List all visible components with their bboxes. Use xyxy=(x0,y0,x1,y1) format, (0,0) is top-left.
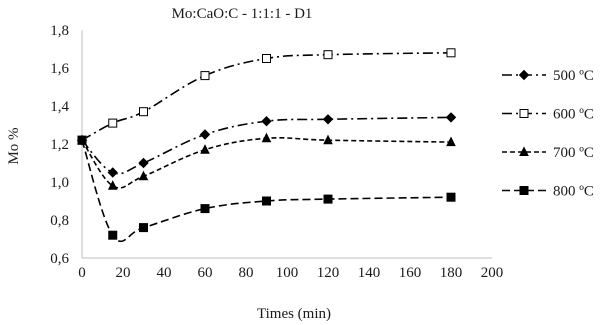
data-point xyxy=(200,204,210,214)
data-point xyxy=(261,115,272,127)
chart-title: Mo:CaO:C - 1:1:1 - D1 xyxy=(172,6,313,22)
data-point xyxy=(446,48,456,58)
legend-label: 500 ºC xyxy=(553,68,594,84)
x-tick-label: 20 xyxy=(116,265,131,281)
legend-label: 700 ºC xyxy=(553,145,594,161)
series-lines xyxy=(81,52,452,243)
x-tick-label: 100 xyxy=(276,265,299,281)
data-point xyxy=(107,180,118,190)
data-point xyxy=(262,196,271,206)
data-point xyxy=(108,230,118,240)
legend-item: 600 ºC xyxy=(502,107,594,123)
x-tick-label: 40 xyxy=(157,265,172,281)
data-point xyxy=(107,167,118,178)
data-point xyxy=(446,136,456,147)
data-point xyxy=(322,114,334,125)
x-tick-label: 60 xyxy=(198,265,213,281)
series-markers-4 xyxy=(77,135,456,240)
series-line-2 xyxy=(81,52,452,141)
y-tick-label: 0,8 xyxy=(50,213,69,229)
y-tick-label: 1,4 xyxy=(50,99,69,115)
data-point xyxy=(200,71,210,81)
y-tick-label: 1,2 xyxy=(50,137,69,153)
y-axis-label: Mo % xyxy=(6,127,22,164)
data-point xyxy=(77,135,87,145)
y-tick-label: 1,0 xyxy=(50,175,69,191)
data-point xyxy=(138,157,149,169)
x-tick-label: 120 xyxy=(317,265,340,281)
x-tick-label: 140 xyxy=(358,265,381,281)
data-point xyxy=(139,223,148,233)
x-axis-label: Times (min) xyxy=(257,306,331,322)
data-point xyxy=(445,112,457,123)
legend-marker xyxy=(519,109,529,118)
x-tick-label: 80 xyxy=(239,265,254,281)
x-tick-label: 0 xyxy=(78,265,86,281)
y-tick-labels: 0,6 0,8 1,0 1,2 1,4 1,6 1,8 xyxy=(50,23,69,267)
x-tick-label: 200 xyxy=(481,265,504,281)
legend-label: 800 ºC xyxy=(553,184,594,200)
data-point xyxy=(139,107,148,117)
legend-item: 700 ºC xyxy=(502,145,594,161)
data-point xyxy=(446,192,456,202)
data-point xyxy=(323,134,333,145)
y-tick-label: 0,6 xyxy=(50,251,69,267)
series-markers-3 xyxy=(77,132,456,190)
data-point xyxy=(138,170,149,181)
legend-marker xyxy=(519,186,529,195)
legend-item: 500 ºC xyxy=(502,68,594,84)
data-point xyxy=(262,54,271,63)
data-point xyxy=(323,194,333,204)
series-markers-1 xyxy=(76,112,457,178)
data-point xyxy=(200,144,210,154)
series-markers-2 xyxy=(77,48,456,145)
legend-marker xyxy=(519,146,529,156)
x-tick-label: 180 xyxy=(440,265,463,281)
series-line-3 xyxy=(81,136,452,189)
legend-marker xyxy=(518,69,530,81)
data-point xyxy=(323,50,333,60)
legend-label: 600 ºC xyxy=(553,107,594,123)
legend-item: 800 ºC xyxy=(502,184,594,200)
x-tick-labels: 0 20 40 60 80 100 120 140 160 180 200 xyxy=(78,265,503,281)
legend: 500 ºC 600 ºC 700 ºC 800 ºC xyxy=(502,68,594,200)
data-point xyxy=(108,118,118,128)
series-line-4 xyxy=(81,139,452,243)
series-markers xyxy=(76,48,457,240)
y-tick-label: 1,8 xyxy=(50,23,69,39)
data-point xyxy=(261,132,272,143)
x-tick-label: 160 xyxy=(399,265,422,281)
y-tick-label: 1,6 xyxy=(50,61,69,77)
data-point xyxy=(199,129,211,140)
